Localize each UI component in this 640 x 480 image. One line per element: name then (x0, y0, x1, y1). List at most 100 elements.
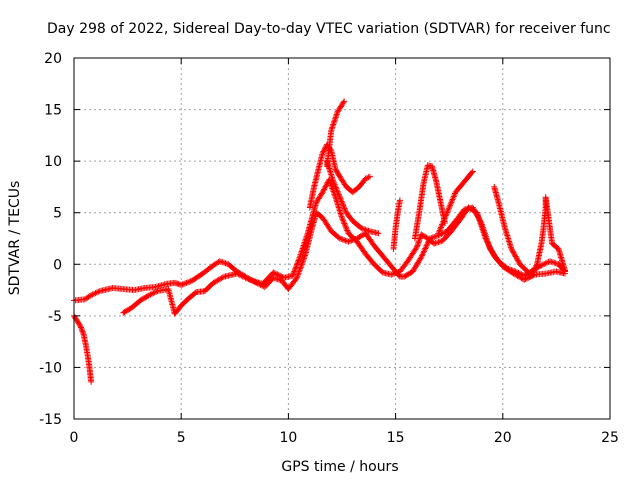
data-point (338, 197, 345, 204)
series-lower-trace (120, 176, 568, 317)
plot-frame (73, 57, 611, 420)
data-point (447, 200, 454, 207)
data-point (301, 253, 308, 260)
y-tick-label: -5 (48, 309, 62, 325)
data-point (293, 263, 300, 270)
data-point (338, 236, 345, 243)
data-point (332, 182, 339, 189)
data-point (243, 275, 250, 282)
data-point (294, 260, 301, 267)
data-point (346, 238, 353, 245)
data-point (422, 244, 429, 251)
data-point (153, 288, 160, 295)
data-point (511, 250, 518, 257)
data-layer (71, 98, 568, 385)
data-point (341, 221, 348, 228)
data-point (388, 271, 395, 278)
data-point (218, 258, 225, 265)
data-point (332, 184, 339, 191)
axis-ticks: 0 5 10 15 20 25 -15 -10 -5 0 5 10 15 20 (39, 51, 619, 446)
data-point (489, 250, 496, 257)
data-point (442, 214, 449, 221)
data-point (440, 217, 447, 224)
data-point (448, 199, 455, 206)
data-point (538, 262, 545, 269)
data-point (291, 267, 298, 274)
y-tick-label: 15 (44, 103, 62, 119)
data-point (434, 239, 441, 246)
data-point (552, 260, 559, 267)
data-point (340, 217, 347, 224)
data-point (241, 274, 248, 281)
data-point (295, 257, 302, 264)
data-point (424, 241, 431, 248)
data-point (144, 292, 151, 299)
data-point (434, 232, 441, 239)
data-point (221, 259, 228, 266)
data-point (509, 247, 516, 254)
data-point (418, 252, 425, 259)
data-point (541, 260, 548, 267)
data-point (300, 255, 307, 262)
data-point (364, 227, 371, 234)
data-point (487, 244, 494, 251)
data-point (180, 280, 187, 287)
data-point (342, 237, 349, 244)
data-point (437, 225, 444, 232)
data-point (512, 253, 519, 260)
data-point (320, 187, 327, 194)
data-point (271, 275, 278, 282)
data-point (513, 254, 520, 261)
data-point (420, 249, 427, 256)
data-point (76, 321, 83, 328)
data-point (364, 174, 371, 181)
data-point (343, 226, 350, 233)
data-point (524, 268, 531, 275)
data-point (341, 220, 348, 227)
data-point (340, 219, 347, 226)
data-point (341, 98, 348, 105)
data-point (451, 192, 458, 199)
data-point (444, 208, 451, 215)
data-point (339, 199, 346, 206)
data-point (291, 268, 298, 275)
data-point (447, 202, 454, 209)
data-point (148, 290, 155, 297)
data-point (392, 270, 399, 277)
data-point (510, 249, 517, 256)
data-point (319, 149, 326, 156)
data-point (216, 258, 223, 265)
data-point (293, 274, 300, 281)
series-main-trace (71, 204, 568, 304)
y-tick-label: -15 (39, 412, 62, 428)
data-point (439, 221, 446, 228)
data-point (151, 289, 158, 296)
data-point (323, 182, 330, 189)
data-point (77, 324, 84, 331)
data-point (445, 206, 452, 213)
data-point (449, 196, 456, 203)
data-point (531, 265, 538, 272)
x-tick-label: 20 (494, 430, 512, 446)
data-point (488, 247, 495, 254)
data-point (337, 195, 344, 202)
data-point (292, 265, 299, 272)
data-point (335, 190, 342, 197)
x-axis-label: GPS time / hours (281, 459, 398, 475)
series-arc-18 (435, 168, 476, 237)
data-point (236, 271, 243, 278)
series-rise-15 (390, 197, 403, 252)
data-point (150, 290, 157, 297)
data-point (300, 256, 307, 263)
data-point (294, 273, 301, 280)
data-point (432, 240, 439, 247)
data-point (95, 288, 102, 295)
data-point (431, 233, 438, 240)
data-point (440, 218, 447, 225)
data-point (361, 226, 368, 233)
data-point (539, 261, 546, 268)
series-peak-spike (323, 98, 348, 170)
y-tick-label: 10 (44, 154, 62, 170)
y-tick-label: 20 (44, 51, 62, 67)
